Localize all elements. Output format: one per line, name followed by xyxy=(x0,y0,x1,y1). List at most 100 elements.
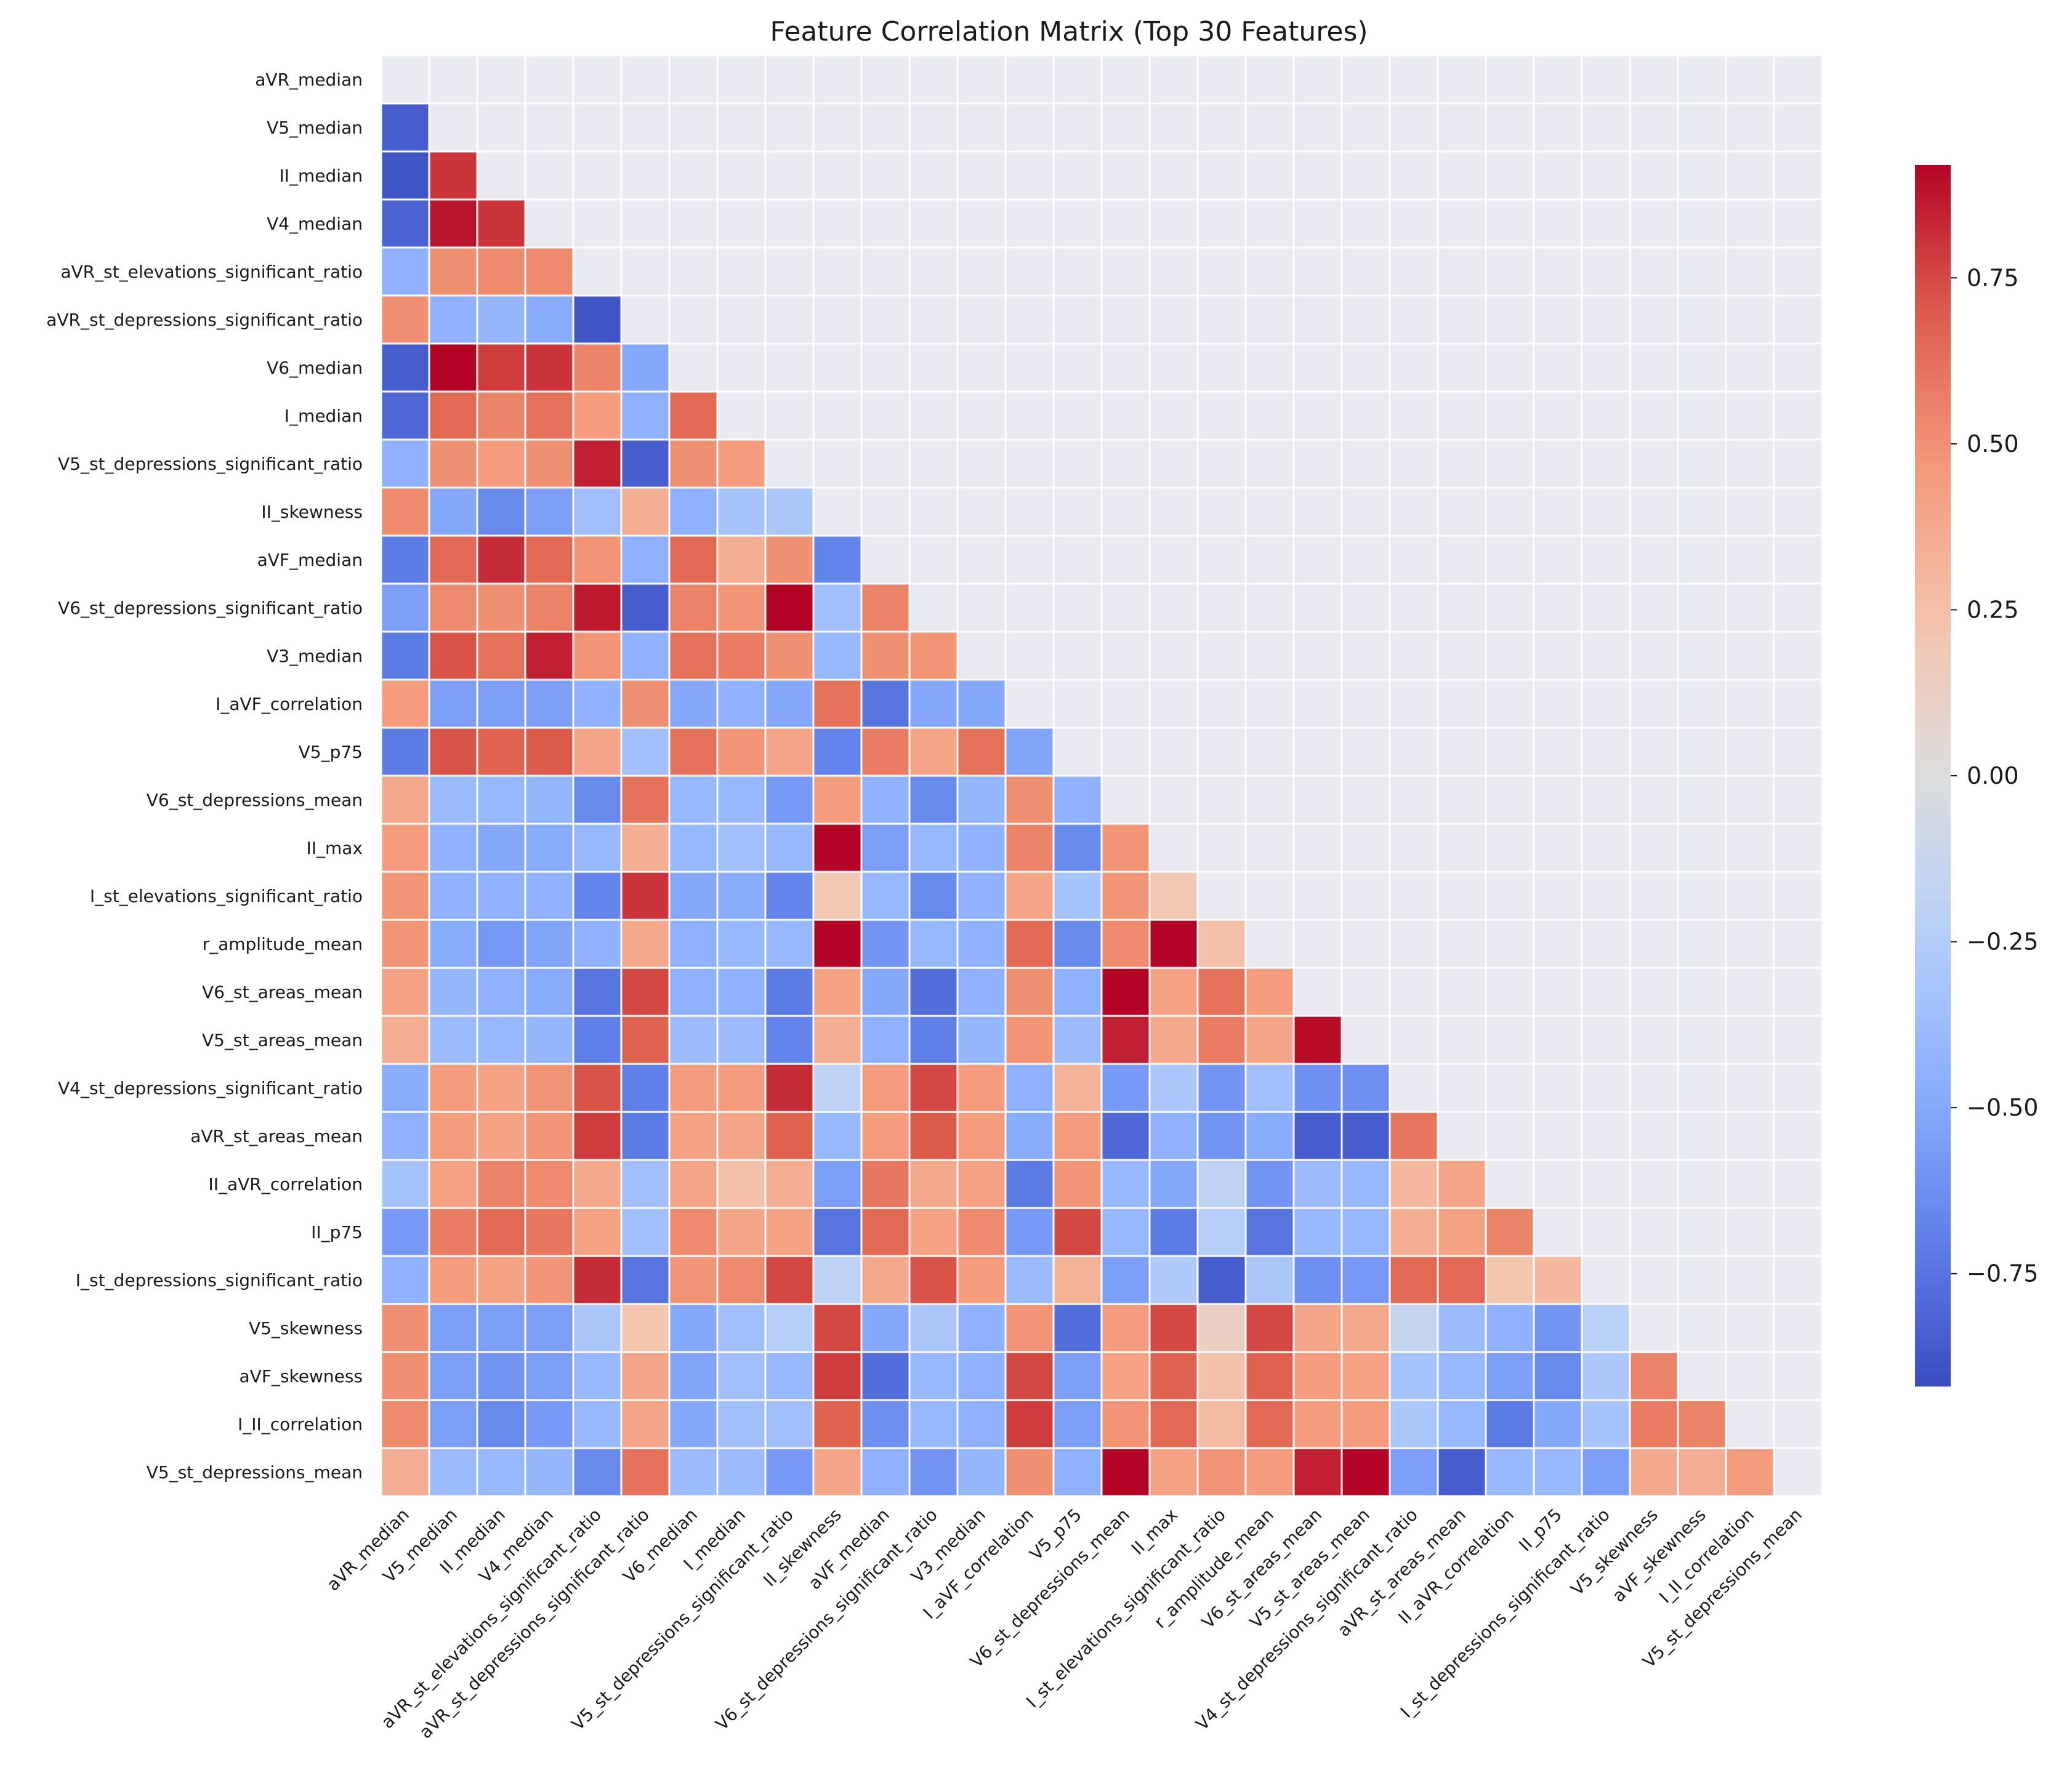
heatmap-cell xyxy=(1148,1015,1199,1065)
heatmap-cell xyxy=(572,678,623,729)
heatmap-cell xyxy=(668,390,719,441)
heatmap-cell xyxy=(860,1159,911,1209)
y-tick-label: V6_st_depressions_mean xyxy=(147,790,363,810)
heatmap-cell xyxy=(812,775,863,825)
y-tick-label: I_II_correlation xyxy=(238,1414,363,1435)
heatmap-cell xyxy=(812,1159,863,1209)
heatmap-cell xyxy=(428,246,478,297)
heatmap-cell xyxy=(1196,1351,1247,1401)
heatmap-cell xyxy=(572,1303,623,1353)
y-tick-label: I_st_elevations_significant_ratio xyxy=(90,886,363,906)
heatmap-cell xyxy=(668,630,719,681)
y-tick-label: II_max xyxy=(306,838,363,858)
heatmap-cell xyxy=(1629,1447,1679,1497)
heatmap-cell xyxy=(524,678,574,729)
heatmap-cell xyxy=(524,534,574,585)
heatmap-cell xyxy=(668,1399,719,1449)
heatmap-cell xyxy=(764,919,815,969)
heatmap-cell xyxy=(1485,1351,1535,1401)
heatmap-cell xyxy=(716,678,767,729)
heatmap-cell xyxy=(620,438,671,489)
heatmap-cell xyxy=(380,534,430,585)
heatmap-cell xyxy=(812,919,863,969)
heatmap-cell xyxy=(860,726,911,777)
heatmap-cell xyxy=(668,1111,719,1161)
heatmap-cell xyxy=(1244,967,1295,1017)
heatmap-cell xyxy=(1485,1303,1535,1353)
heatmap-cell xyxy=(1629,1399,1679,1449)
heatmap-cell xyxy=(428,1015,478,1065)
heatmap-cell xyxy=(1100,871,1151,921)
heatmap-cell xyxy=(716,1015,767,1065)
heatmap-cell xyxy=(812,1111,863,1161)
heatmap-cell xyxy=(476,726,526,777)
heatmap-cell xyxy=(860,678,911,729)
heatmap-cell xyxy=(716,534,767,585)
heatmap-cell xyxy=(476,1015,526,1065)
heatmap-cell xyxy=(716,967,767,1017)
heatmap-cell xyxy=(716,1351,767,1401)
heatmap-cell xyxy=(908,1015,959,1065)
heatmap-cell xyxy=(476,1111,526,1161)
heatmap-cell xyxy=(668,1207,719,1257)
heatmap-cell xyxy=(572,1207,623,1257)
heatmap-cell xyxy=(764,1159,815,1209)
x-tick-label: V5_st_depressions_significant_ratio xyxy=(568,1505,797,1734)
heatmap-cell xyxy=(1004,1447,1055,1497)
heatmap-cell xyxy=(956,1207,1007,1257)
heatmap-cell xyxy=(1437,1159,1487,1209)
y-tick-label: I_aVF_correlation xyxy=(216,694,363,714)
heatmap-cell xyxy=(1533,1447,1583,1497)
heatmap-cell xyxy=(476,1063,526,1113)
heatmap-cell xyxy=(524,1111,574,1161)
heatmap-cell xyxy=(716,726,767,777)
heatmap-cell xyxy=(1389,1351,1439,1401)
heatmap-cell xyxy=(812,1351,863,1401)
heatmap-cell xyxy=(1485,1447,1535,1497)
heatmap-cell xyxy=(476,823,526,873)
heatmap-cell xyxy=(1004,1207,1055,1257)
heatmap-cell xyxy=(476,438,526,489)
heatmap-cell xyxy=(1004,871,1055,921)
heatmap-cell xyxy=(524,582,574,633)
heatmap-cell xyxy=(716,1447,767,1497)
heatmap-cell xyxy=(1437,1351,1487,1401)
heatmap-cell xyxy=(860,1063,911,1113)
heatmap-cell xyxy=(764,582,815,633)
heatmap-cell xyxy=(620,1015,671,1065)
heatmap-cell xyxy=(1581,1399,1631,1449)
heatmap-cell xyxy=(476,534,526,585)
heatmap-cell xyxy=(812,1015,863,1065)
x-tick-label: aVR_st_elevations_significant_ratio xyxy=(377,1505,605,1733)
heatmap-cell xyxy=(572,1255,623,1305)
heatmap-cell xyxy=(860,1351,911,1401)
heatmap-cell xyxy=(1533,1399,1583,1449)
heatmap-cell xyxy=(572,775,623,825)
heatmap-cell xyxy=(428,1447,478,1497)
heatmap-cell xyxy=(1052,1399,1103,1449)
heatmap-cell xyxy=(380,919,430,969)
heatmap-cell xyxy=(764,630,815,681)
heatmap-cell xyxy=(524,486,574,537)
heatmap-cell xyxy=(764,1399,815,1449)
heatmap-cell xyxy=(572,1015,623,1065)
heatmap-cell xyxy=(620,1255,671,1305)
heatmap-cell xyxy=(1148,1255,1199,1305)
heatmap-cell xyxy=(1004,1351,1055,1401)
heatmap-cell xyxy=(524,1447,574,1497)
heatmap-cell xyxy=(956,775,1007,825)
heatmap-cell xyxy=(380,775,430,825)
colorbar-tick-label: 0.50 xyxy=(1967,430,2019,457)
heatmap-cell xyxy=(620,486,671,537)
heatmap-cell xyxy=(956,967,1007,1017)
heatmap-cell xyxy=(428,150,478,201)
colorbar-tick-label: −0.75 xyxy=(1967,1260,2038,1287)
heatmap-cell xyxy=(908,678,959,729)
heatmap-cell xyxy=(716,438,767,489)
heatmap-cell xyxy=(764,1207,815,1257)
heatmap-cell xyxy=(812,1207,863,1257)
heatmap-cell xyxy=(620,823,671,873)
heatmap-cell xyxy=(1292,1255,1343,1305)
heatmap-cell xyxy=(428,1207,478,1257)
